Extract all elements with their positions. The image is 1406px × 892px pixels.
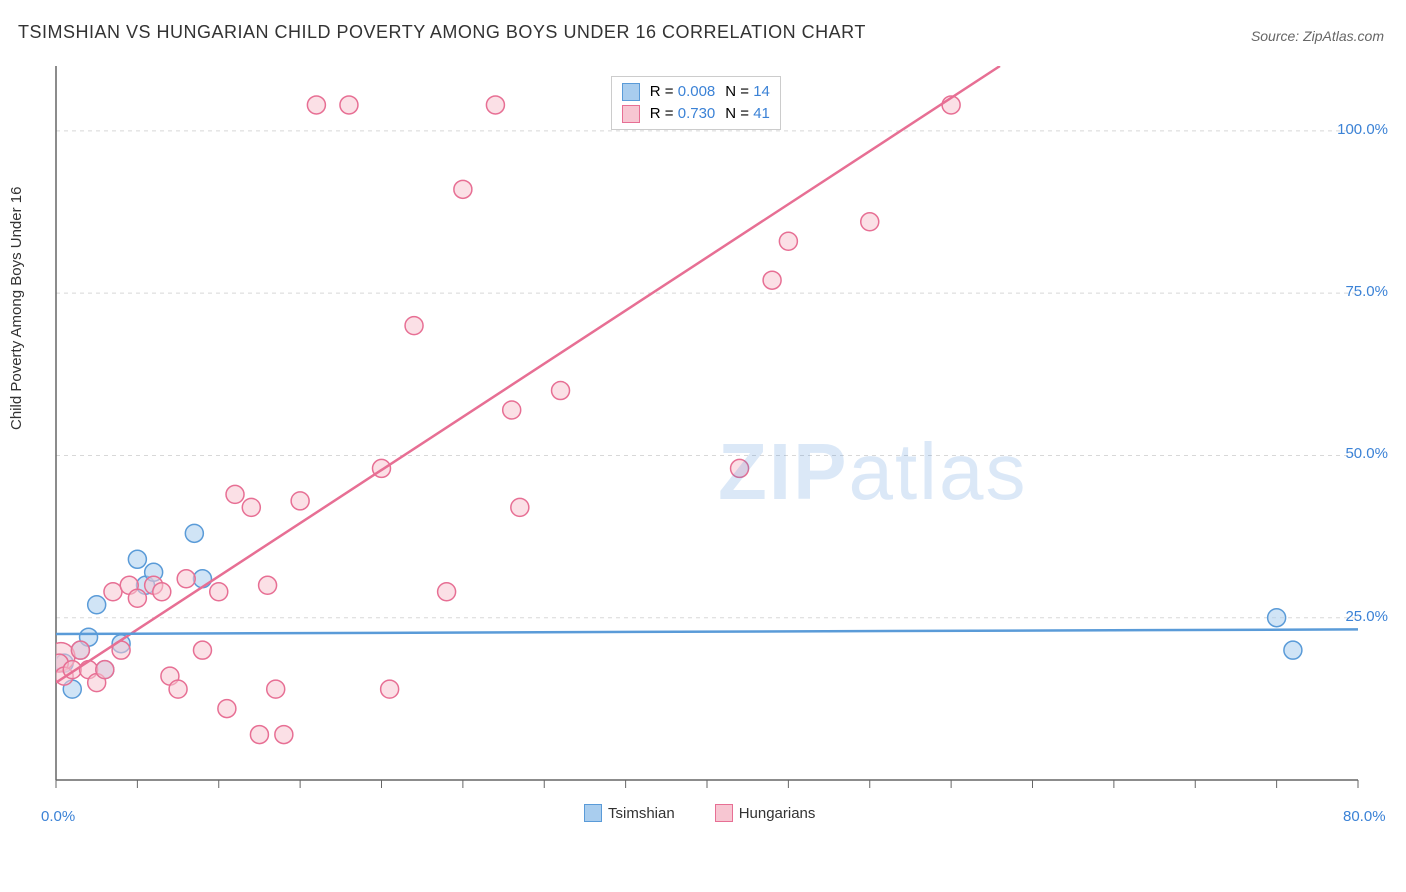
legend-row-hungarians: R = 0.730 N = 41 <box>622 105 770 123</box>
x-legend-label: Tsimshian <box>608 805 675 822</box>
legend-n-label: N = 41 <box>725 105 770 122</box>
legend-row-tsimshian: R = 0.008 N = 14 <box>622 83 770 101</box>
x-legend-item: Tsimshian <box>584 804 675 822</box>
legend-r-label: R = 0.008 <box>650 83 715 100</box>
x-legend-label: Hungarians <box>739 805 816 822</box>
square-icon <box>715 804 733 822</box>
x-axis-legend: Tsimshian Hungarians <box>584 804 815 822</box>
y-tick: 25.0% <box>1345 608 1388 625</box>
x-tick: 80.0% <box>1343 808 1386 825</box>
y-tick: 75.0% <box>1345 283 1388 300</box>
legend-n-label: N = 14 <box>725 83 770 100</box>
x-legend-item: Hungarians <box>715 804 816 822</box>
x-tick: 0.0% <box>41 808 75 825</box>
y-axis-label: Child Poverty Among Boys Under 16 <box>8 187 25 430</box>
square-icon <box>622 83 640 101</box>
correlation-legend: R = 0.008 N = 14 R = 0.730 N = 41 <box>611 76 781 130</box>
y-tick: 100.0% <box>1337 121 1388 138</box>
legend-r-label: R = 0.730 <box>650 105 715 122</box>
square-icon <box>622 105 640 123</box>
scatter-plot: ZIPatlas R = 0.008 N = 14 R = 0.730 N = … <box>48 60 1388 840</box>
y-tick: 50.0% <box>1345 445 1388 462</box>
plot-svg <box>48 60 1388 840</box>
square-icon <box>584 804 602 822</box>
chart-title: TSIMSHIAN VS HUNGARIAN CHILD POVERTY AMO… <box>18 22 866 43</box>
source-label: Source: ZipAtlas.com <box>1251 28 1384 44</box>
